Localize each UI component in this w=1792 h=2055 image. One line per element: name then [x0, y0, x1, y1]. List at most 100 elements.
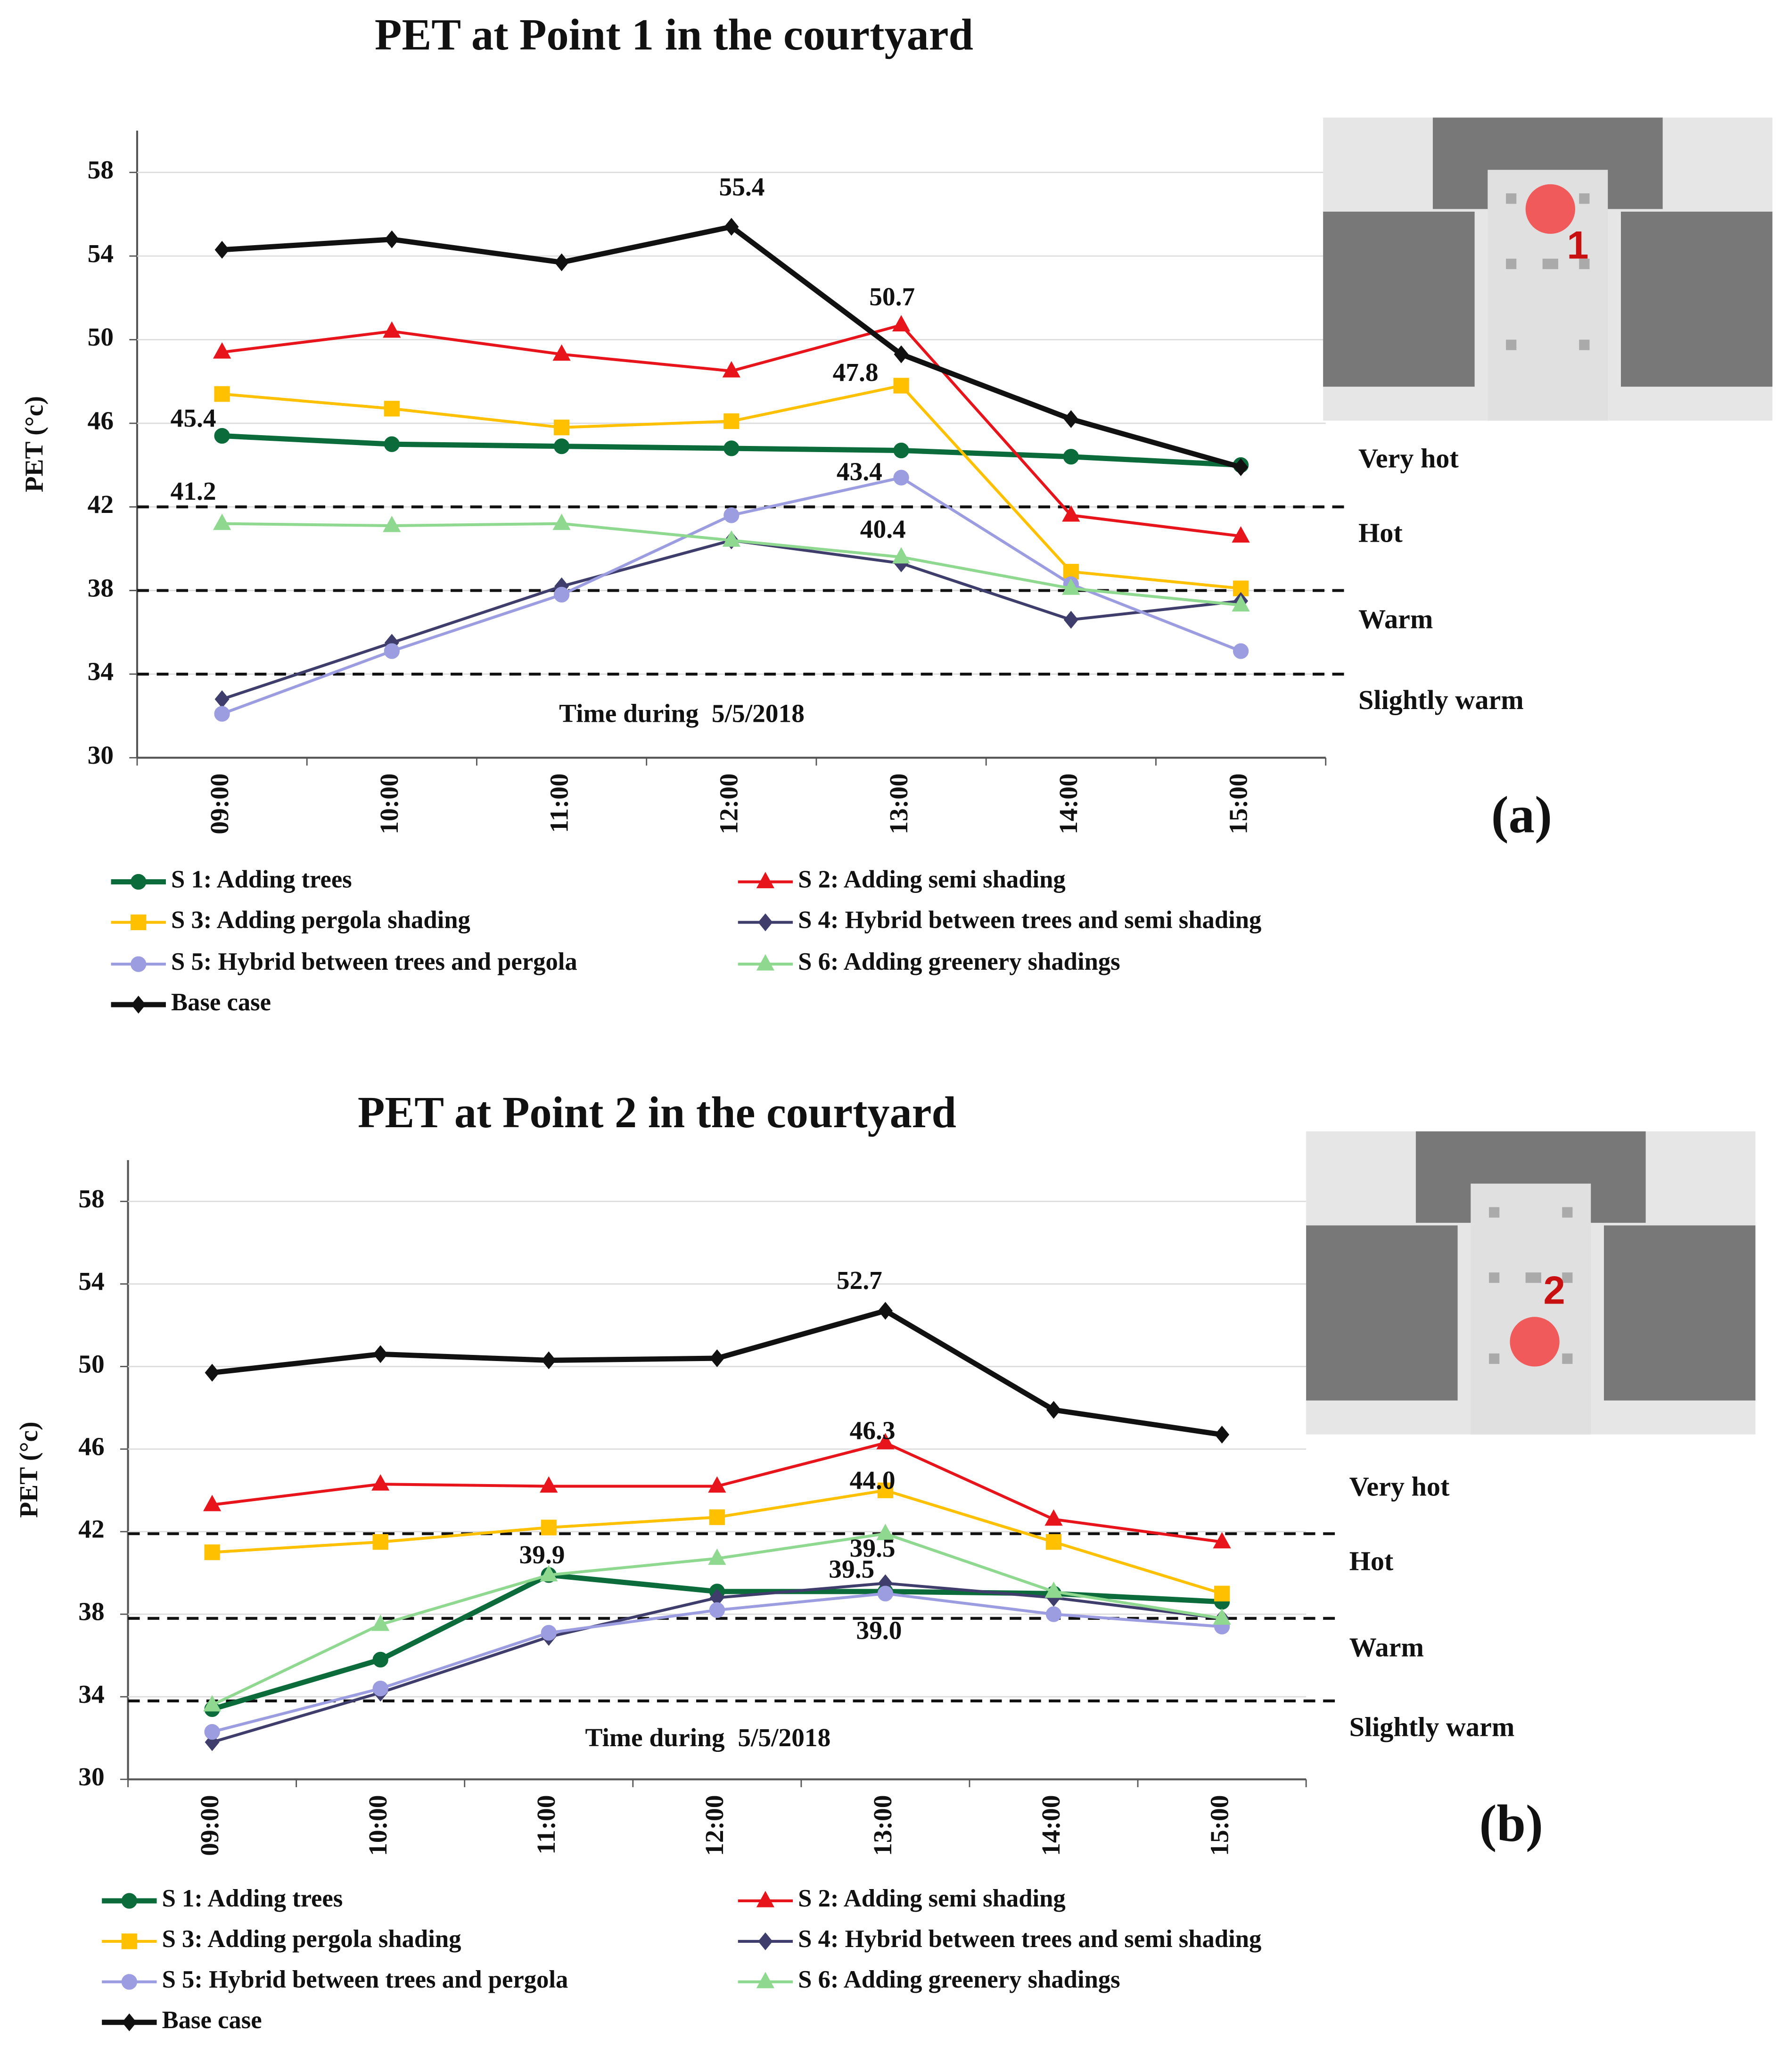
legend-label: S 4: Hybrid between trees and semi shadi…: [798, 907, 1261, 934]
marker: [554, 253, 569, 272]
y-tick-label: 42: [88, 490, 114, 519]
legend-label: S 4: Hybrid between trees and semi shadi…: [798, 1925, 1261, 1953]
marker: [384, 401, 400, 417]
marker: [1062, 578, 1080, 595]
y-tick-label: 58: [88, 156, 114, 184]
x-tick-label: 10:00: [363, 1795, 392, 1856]
annotation: 52.7: [837, 1266, 882, 1295]
zone-label: Very hot: [1358, 443, 1459, 474]
legend-marker: [121, 1893, 137, 1909]
marker: [877, 1585, 894, 1601]
marker: [541, 1519, 557, 1535]
legend-marker: [756, 1890, 774, 1907]
x-tick-label: 13:00: [868, 1795, 897, 1856]
x-tick-label: 11:00: [532, 1795, 560, 1855]
annotation: 50.7: [869, 282, 915, 311]
marker: [724, 218, 739, 236]
marker: [722, 530, 740, 547]
marker: [1063, 410, 1078, 428]
marker: [708, 1476, 726, 1493]
marker: [723, 413, 740, 429]
annotation: 47.8: [833, 358, 879, 387]
legend-label: S 3: Adding pergola shading: [162, 1925, 461, 1953]
legend-label: Base case: [171, 989, 271, 1016]
y-tick-label: 34: [88, 657, 114, 686]
x-tick-label: 11:00: [544, 774, 573, 833]
x-axis-label: Time during 5/5/2018: [559, 699, 805, 727]
legend-label: S 3: Adding pergola shading: [171, 907, 470, 934]
zone-label: Slightly warm: [1349, 1711, 1515, 1742]
marker: [893, 470, 909, 486]
marker: [214, 706, 230, 722]
x-tick-label: 14:00: [1054, 774, 1083, 834]
legend-label: S 5: Hybrid between trees and pergola: [171, 948, 577, 975]
marker: [892, 547, 911, 564]
y-tick-label: 50: [78, 1349, 104, 1378]
marker: [1045, 1534, 1062, 1550]
annotation: 45.4: [171, 404, 216, 432]
legend-marker: [756, 954, 774, 971]
marker: [384, 643, 400, 659]
marker: [372, 1651, 388, 1667]
legend-label: Base case: [162, 2006, 262, 2034]
annotation: 41.2: [171, 477, 216, 505]
marker: [1214, 1585, 1230, 1601]
site-plan: [1323, 117, 1773, 421]
y-tick-label: 42: [78, 1515, 104, 1543]
marker: [553, 420, 570, 436]
marker: [1044, 1581, 1063, 1598]
series-line: [212, 1308, 1223, 1437]
y-tick-label: 38: [78, 1597, 104, 1626]
marker: [1232, 595, 1250, 612]
annotation: 44.0: [850, 1466, 896, 1494]
marker: [552, 513, 571, 530]
marker: [1213, 1608, 1231, 1625]
legend-label: S 2: Adding semi shading: [798, 1885, 1066, 1912]
legend-marker: [131, 996, 146, 1014]
legend-label: S 6: Adding greenery shadings: [798, 1966, 1120, 1993]
marker: [1063, 449, 1079, 465]
marker: [709, 1349, 724, 1368]
y-tick-label: 46: [78, 1432, 104, 1461]
point-number: 1: [1567, 223, 1588, 267]
series-line: [222, 224, 1242, 470]
zone-label: Hot: [1349, 1545, 1394, 1576]
y-tick-label: 34: [78, 1680, 104, 1708]
annotation: 43.4: [837, 457, 882, 486]
legend-marker: [758, 1932, 773, 1950]
marker: [1233, 643, 1249, 659]
marker: [383, 321, 401, 338]
legend-label: S 2: Adding semi shading: [798, 866, 1066, 893]
marker: [384, 230, 399, 248]
annotation: 39.0: [856, 1616, 902, 1645]
series-line: [222, 323, 1241, 538]
marker: [214, 240, 230, 259]
x-tick-label: 13:00: [884, 774, 913, 834]
marker: [722, 361, 740, 378]
marker: [1044, 1509, 1063, 1526]
marker: [205, 1363, 220, 1382]
marker: [1233, 458, 1249, 476]
marker: [214, 690, 230, 709]
marker: [213, 513, 231, 530]
series-line: [212, 1489, 1223, 1595]
marker: [383, 515, 401, 532]
marker: [371, 1474, 390, 1491]
y-axis-label: PET (°c): [19, 396, 48, 492]
x-tick-label: 12:00: [700, 1795, 729, 1856]
chart-title: PET at Point 1 in the courtyard: [375, 10, 973, 59]
y-tick-label: 50: [88, 322, 114, 351]
legend-marker: [756, 872, 774, 889]
point-number: 2: [1544, 1268, 1565, 1312]
annotation: 39.9: [519, 1540, 565, 1569]
legend-marker: [122, 2013, 137, 2031]
marker: [877, 1482, 894, 1498]
annotation: 55.4: [719, 173, 765, 201]
marker: [1213, 1532, 1231, 1549]
marker: [203, 1494, 222, 1511]
point-marker: [1525, 184, 1575, 234]
legend-label: S 6: Adding greenery shadings: [798, 948, 1120, 975]
annotation: 39.5: [850, 1534, 896, 1562]
marker: [372, 1681, 388, 1697]
y-tick-label: 54: [88, 239, 114, 268]
